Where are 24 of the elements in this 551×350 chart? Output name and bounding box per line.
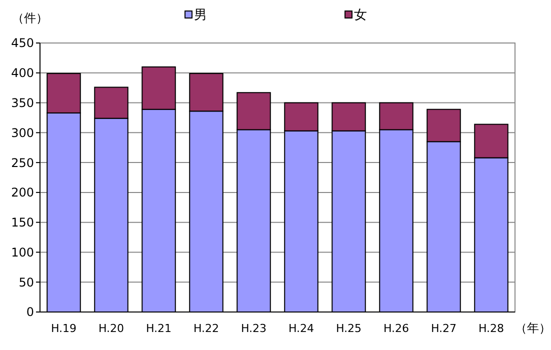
y-tick-label: 450 bbox=[11, 36, 34, 50]
y-tick-label: 400 bbox=[11, 66, 34, 80]
x-tick-label: H.20 bbox=[98, 322, 124, 335]
x-tick-label: H.28 bbox=[478, 322, 504, 335]
x-tick-label: H.19 bbox=[50, 322, 77, 335]
x-axis-title: （年） bbox=[515, 321, 551, 335]
x-tick-label: H.24 bbox=[288, 322, 314, 335]
y-tick-label: 150 bbox=[11, 216, 34, 230]
y-tick-label: 350 bbox=[11, 96, 34, 110]
y-tick-label: 50 bbox=[18, 275, 34, 290]
y-tick-label: 300 bbox=[11, 126, 34, 140]
x-tick-label: H.21 bbox=[146, 322, 172, 335]
legend-label: 女 bbox=[354, 8, 367, 23]
y-tick-label: 0 bbox=[26, 305, 34, 320]
x-tick-label: H.26 bbox=[383, 322, 410, 335]
x-tick-label: H.23 bbox=[240, 322, 267, 335]
y-tick-label: 250 bbox=[11, 156, 34, 170]
x-tick-label: H.25 bbox=[336, 322, 362, 335]
y-tick-label: 200 bbox=[11, 186, 34, 200]
x-tick-label: H.27 bbox=[430, 322, 457, 335]
y-axis-title: （件） bbox=[12, 11, 48, 25]
legend-label: 男 bbox=[194, 8, 207, 23]
y-tick-label: 100 bbox=[11, 245, 34, 260]
x-tick-label: H.22 bbox=[193, 322, 220, 335]
